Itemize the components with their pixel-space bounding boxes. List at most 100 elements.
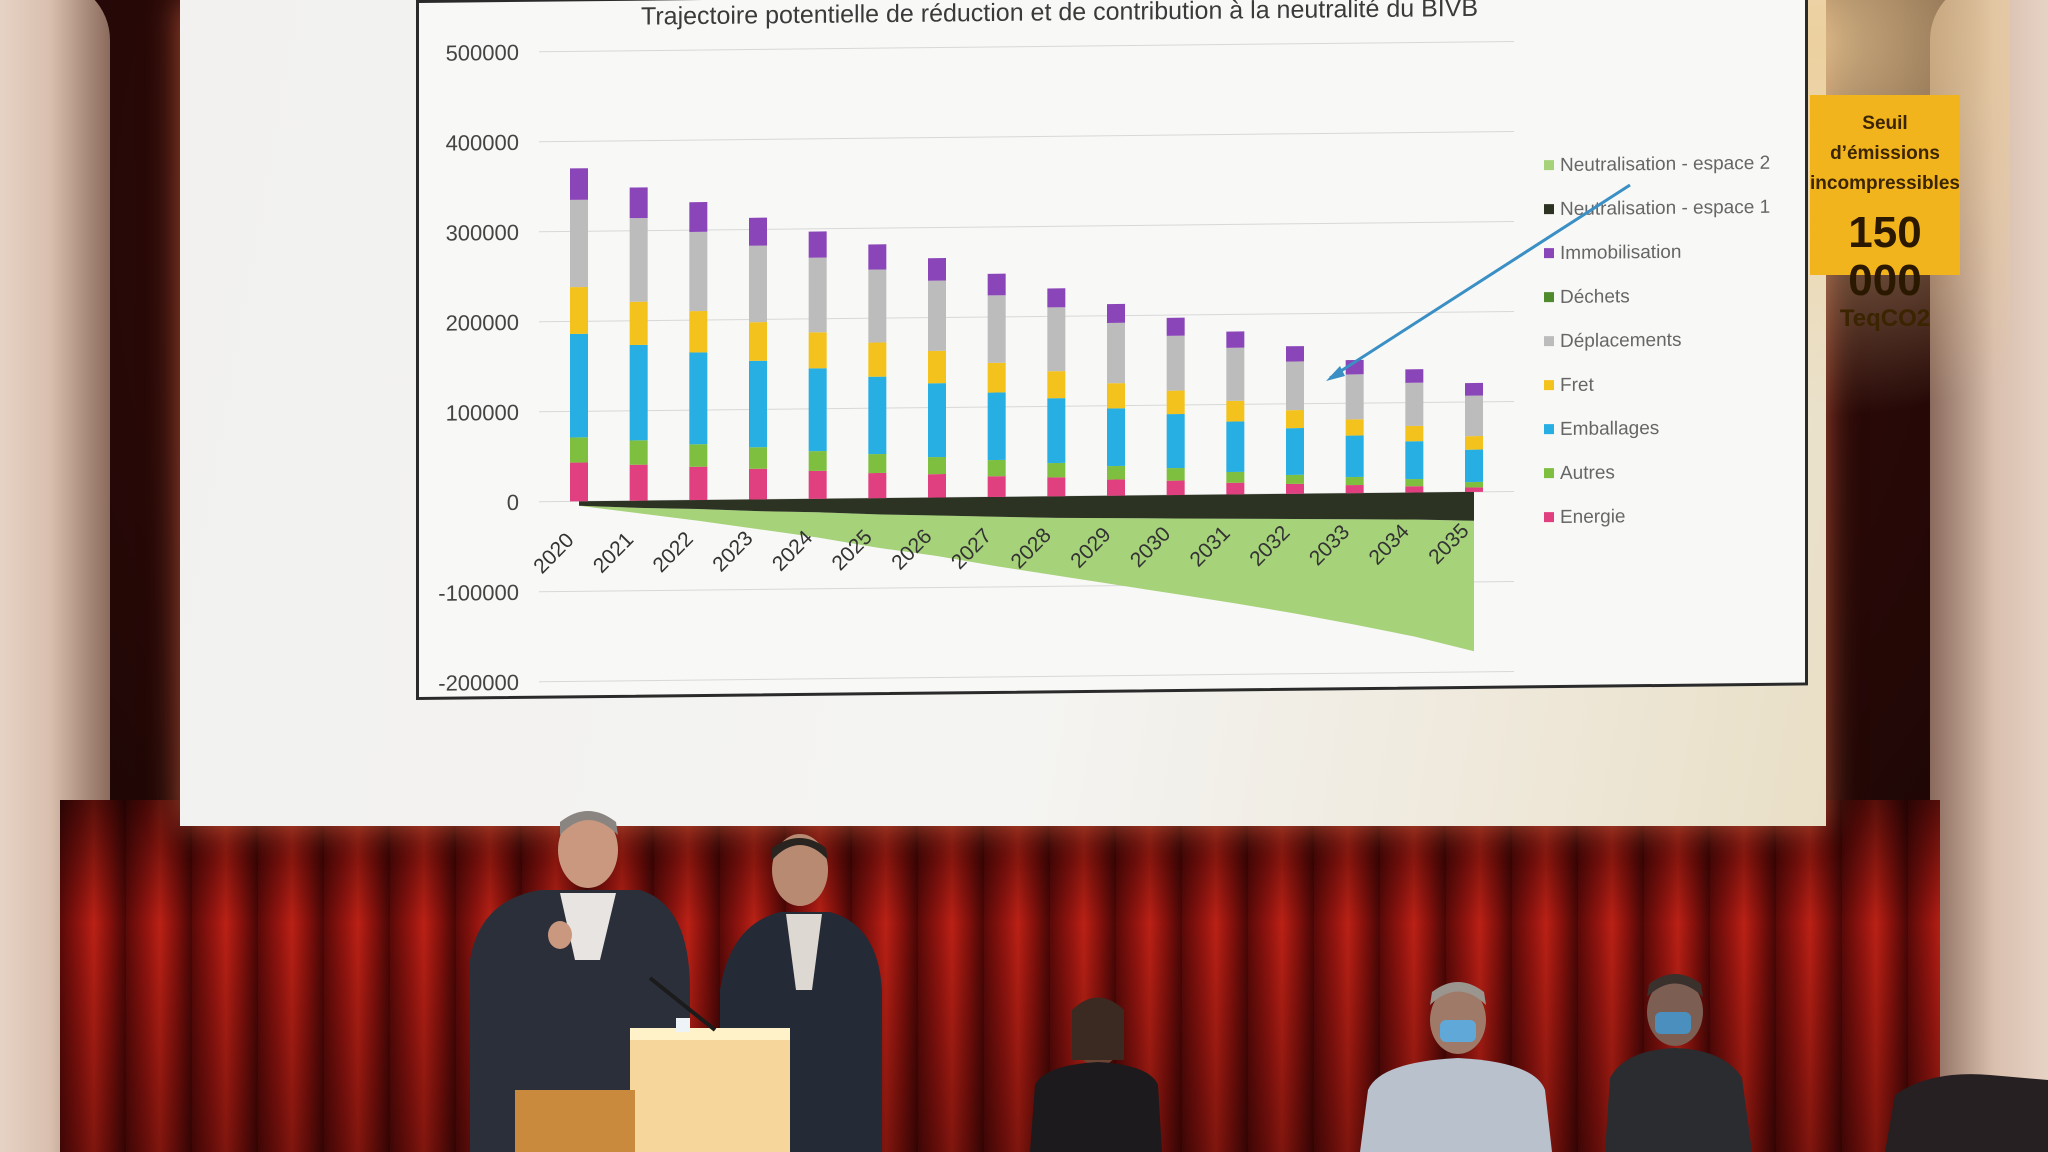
bar-segment bbox=[749, 468, 767, 500]
bar-segment bbox=[1405, 382, 1424, 427]
bar-segment bbox=[868, 453, 887, 474]
bar-segment bbox=[928, 280, 946, 351]
panelist-man-2 bbox=[1605, 974, 1752, 1152]
bar-segment bbox=[808, 231, 827, 258]
bar-segment bbox=[629, 344, 648, 441]
bar-segment bbox=[749, 360, 767, 448]
y-axis-tick-labels: 500000 400000 300000 200000 100000 0 -100000 -2… bbox=[438, 40, 519, 696]
bar-segment bbox=[1166, 317, 1185, 336]
bar-segment bbox=[928, 258, 946, 281]
bar-segment bbox=[987, 476, 1006, 498]
bar-segment bbox=[689, 444, 708, 467]
area-neutralisation-espace-2 bbox=[579, 505, 1474, 652]
bar-segment bbox=[1226, 471, 1245, 483]
bar-segment bbox=[808, 332, 827, 369]
gridline bbox=[539, 41, 1514, 53]
bar-segment bbox=[1047, 288, 1066, 308]
chair bbox=[1885, 1074, 2048, 1152]
bar-segment bbox=[570, 286, 588, 334]
bar-segment bbox=[1405, 425, 1424, 442]
y-tick-label: 400000 bbox=[446, 130, 519, 156]
bar-segment bbox=[868, 342, 887, 377]
legend-swatch bbox=[1544, 248, 1554, 259]
callout-line1: Seuil d’émissions bbox=[1830, 113, 1940, 164]
legend-swatch bbox=[1544, 204, 1554, 215]
legend-swatch bbox=[1544, 160, 1554, 171]
chart-legend: Neutralisation - espace 2 Neutralisation … bbox=[1544, 153, 1770, 528]
bar-segment bbox=[1047, 371, 1066, 399]
y-tick-label: 0 bbox=[507, 490, 519, 515]
bar-segment bbox=[749, 245, 767, 323]
bar-segment bbox=[570, 437, 588, 463]
bar-segment bbox=[928, 474, 946, 498]
bar-segment bbox=[808, 368, 827, 452]
bar-segment bbox=[629, 440, 648, 465]
bar-segment bbox=[749, 217, 767, 246]
bar-segment bbox=[1405, 441, 1424, 480]
bar-segment bbox=[570, 333, 588, 438]
chart-panel: Trajectoire potentielle de réduction et … bbox=[416, 0, 1808, 700]
bar-segment bbox=[1345, 419, 1364, 436]
panelist-woman bbox=[1030, 997, 1162, 1152]
bar-segment bbox=[749, 322, 767, 361]
legend-swatch bbox=[1544, 292, 1554, 303]
bar-segment bbox=[1226, 400, 1245, 422]
callout-line2: incompressibles bbox=[1810, 173, 1960, 194]
bar-segment bbox=[1226, 331, 1245, 348]
bar-segment bbox=[1107, 303, 1125, 323]
legend-swatch bbox=[1544, 468, 1554, 479]
legend-swatch bbox=[1544, 424, 1554, 435]
bar-segment bbox=[808, 257, 827, 333]
bar-segment bbox=[1107, 465, 1125, 480]
legend-swatch bbox=[1544, 512, 1554, 523]
bar-segment bbox=[1465, 382, 1483, 396]
bar-segment bbox=[1107, 408, 1125, 467]
bar-segment bbox=[868, 244, 887, 270]
callout-arrow bbox=[1329, 183, 1631, 380]
bar-segment bbox=[987, 392, 1006, 461]
bar-segment bbox=[1226, 482, 1245, 495]
legend-swatch bbox=[1544, 380, 1554, 391]
y-tick-label: 200000 bbox=[446, 310, 519, 336]
bar-segment bbox=[1047, 398, 1066, 464]
bar-segment bbox=[1166, 480, 1185, 496]
legend-label: Immobilisation bbox=[1560, 242, 1681, 264]
bar-segment bbox=[629, 217, 648, 302]
bar-segment bbox=[1345, 435, 1364, 478]
bar-segment bbox=[987, 295, 1006, 363]
bar-segment bbox=[1166, 467, 1185, 481]
callout-arrow-head bbox=[1326, 366, 1345, 381]
legend-label: Déplacements bbox=[1560, 330, 1681, 352]
legend-label: Autres bbox=[1560, 462, 1615, 484]
y-tick-label: -100000 bbox=[438, 580, 519, 606]
bar-segment bbox=[1345, 484, 1364, 494]
bar-segment bbox=[1465, 487, 1483, 493]
bar-segment bbox=[1465, 395, 1483, 437]
legend-label: Fret bbox=[1560, 375, 1594, 396]
bar-segment bbox=[1047, 307, 1066, 372]
threshold-callout: Seuil d’émissions incompressibles 150 00… bbox=[1810, 95, 1960, 332]
neutralisation-area bbox=[579, 491, 1474, 652]
bar-segment bbox=[1405, 478, 1424, 487]
bar-segment bbox=[570, 168, 588, 200]
bar-segment bbox=[1166, 335, 1185, 391]
panelist-man-1 bbox=[1360, 982, 1552, 1152]
bar-segment bbox=[570, 462, 588, 502]
bar-segment bbox=[1286, 428, 1304, 475]
legend-label: Energie bbox=[1560, 506, 1625, 528]
y-tick-label: 300000 bbox=[446, 220, 519, 246]
bar-segment bbox=[1345, 374, 1364, 420]
bar-segment bbox=[1107, 383, 1125, 409]
projection-screen: Trajectoire potentielle de réduction et … bbox=[180, 0, 2010, 826]
bar-segment bbox=[689, 352, 708, 445]
lectern bbox=[515, 976, 790, 1152]
bar-segment bbox=[1286, 346, 1304, 362]
bar-segment bbox=[1286, 361, 1304, 411]
bar-segment bbox=[570, 199, 588, 288]
bar-segment bbox=[868, 472, 887, 499]
bar-segment bbox=[689, 310, 708, 353]
y-tick-label: 100000 bbox=[446, 400, 519, 426]
bar-segment bbox=[1047, 477, 1066, 497]
